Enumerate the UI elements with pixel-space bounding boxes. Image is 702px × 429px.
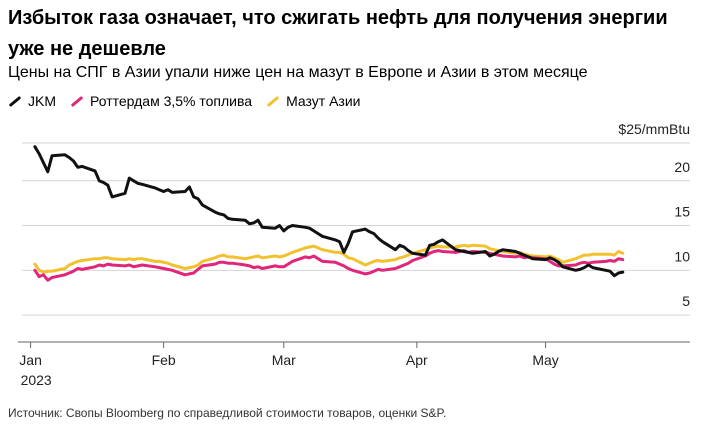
y-tick-label-10: 10 — [674, 248, 690, 264]
legend-item-jkm: JKM — [8, 92, 56, 110]
legend-item-asia-fuel-oil: Мазут Азии — [266, 92, 361, 110]
chart-subtitle: Цены на СПГ в Азии упали ниже цен на маз… — [8, 64, 588, 81]
x-tick-label-apr: Apr — [406, 352, 428, 368]
x-tick-label-may: May — [532, 352, 558, 368]
y-unit-label: $25/mmBtu — [618, 121, 690, 137]
y-tick-label-15: 15 — [674, 204, 690, 220]
x-tick-label-jan: Jan — [19, 352, 42, 368]
source-note: Источник: Свопы Bloomberg по справедливо… — [8, 406, 447, 420]
legend-item-rotterdam: Роттердам 3,5% топлива — [70, 92, 252, 110]
x-tick-label-feb: Feb — [152, 352, 176, 368]
series-line-jkm — [33, 145, 625, 278]
x-tick-label-mar: Mar — [272, 352, 296, 368]
chart-title: Избыток газа означает, что сжигать нефть… — [8, 7, 668, 60]
y-tick-label-5: 5 — [682, 293, 690, 309]
y-tick-label-20: 20 — [674, 159, 690, 175]
legend-label-jkm: JKM — [28, 93, 56, 109]
legend-label-asia-fuel-oil: Мазут Азии — [286, 93, 361, 109]
legend: JKM Роттердам 3,5% топлива Мазут Азии — [8, 92, 375, 110]
x-tick-sublabel-year: 2023 — [21, 372, 52, 388]
legend-label-rotterdam: Роттердам 3,5% топлива — [90, 93, 253, 109]
